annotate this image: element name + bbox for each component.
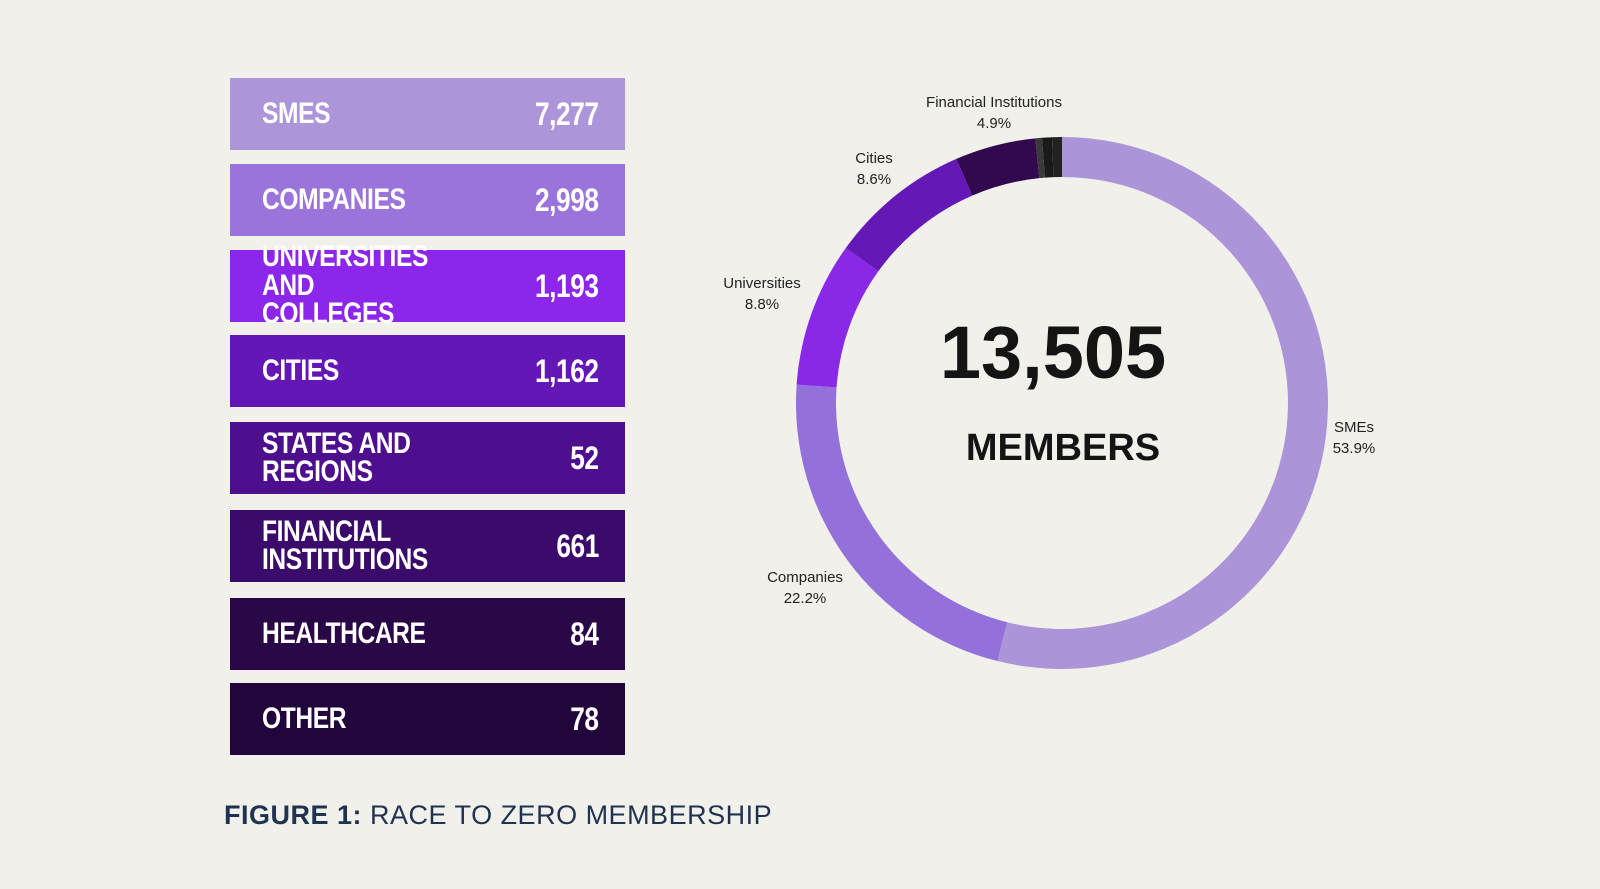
bar-states-regions: STATES AND REGIONS 52 [230, 422, 625, 494]
bar-smes: SMES 7,277 [230, 78, 625, 150]
donut-slice-minor-6 [1041, 137, 1054, 178]
caption-figure-number: FIGURE 1: [224, 800, 363, 830]
bar-universities: UNIVERSITIES AND COLLEGES 1,193 [230, 242, 625, 329]
bar-value: 84 [570, 615, 600, 652]
bar-cities: CITIES 1,162 [230, 335, 625, 407]
bar-value: 2,998 [535, 181, 599, 218]
bar-label: FINANCIAL INSTITUTIONS [262, 514, 428, 576]
bar-label: OTHER [262, 701, 347, 735]
donut-slice-minor-5 [1035, 137, 1045, 179]
bar-other: OTHER 78 [230, 683, 625, 755]
slice-percent-label: 53.9% [1333, 440, 1376, 457]
slice-name-label: Financial Institutions [926, 94, 1062, 111]
figure-caption: FIGURE 1: RACE TO ZERO MEMBERSHIP [224, 800, 772, 831]
bar-value: 661 [556, 527, 599, 564]
slice-name-label: Universities [723, 275, 801, 292]
caption-title: RACE TO ZERO MEMBERSHIP [370, 800, 773, 830]
slice-percent-label: 4.9% [977, 115, 1011, 132]
bar-healthcare: HEALTHCARE 84 [230, 598, 625, 670]
donut-slice-financial-institutions [956, 138, 1040, 196]
donut-slice-cities [845, 158, 973, 272]
slice-name-label: SMEs [1334, 419, 1374, 436]
slice-percent-label: 22.2% [784, 590, 827, 607]
donut-slice-minor-7 [1051, 137, 1062, 178]
slice-name-label: Cities [855, 150, 893, 167]
slice-percent-label: 8.6% [857, 171, 891, 188]
bar-label: STATES AND REGIONS [262, 426, 411, 488]
bar-label: HEALTHCARE [262, 616, 426, 650]
donut-slice-labels: SMEs 53.9% Companies 22.2% Universities 8.8% C… [723, 94, 1375, 607]
bar-label: SMES [262, 96, 331, 130]
donut-slices [796, 137, 1328, 669]
donut-slice-companies [796, 384, 1008, 662]
slice-percent-label: 8.8% [745, 296, 779, 313]
center-value: 13,505 [940, 311, 1166, 394]
bar-companies: COMPANIES 2,998 [230, 164, 625, 236]
bar-value: 1,193 [535, 267, 599, 304]
bar-financial-institutions: FINANCIAL INSTITUTIONS 661 [230, 510, 625, 582]
donut-slice-universities [796, 248, 879, 388]
bar-value: 78 [570, 700, 600, 737]
center-label: MEMBERS [966, 427, 1160, 469]
bar-label: CITIES [262, 353, 339, 387]
bar-label: COMPANIES [262, 182, 406, 216]
donut-slice-smes [997, 137, 1328, 669]
bar-value: 1,162 [535, 352, 599, 389]
bar-value: 7,277 [535, 95, 599, 132]
bar-label: UNIVERSITIES AND COLLEGES [262, 240, 428, 331]
bar-value: 52 [570, 439, 600, 476]
slice-name-label: Companies [767, 569, 843, 586]
